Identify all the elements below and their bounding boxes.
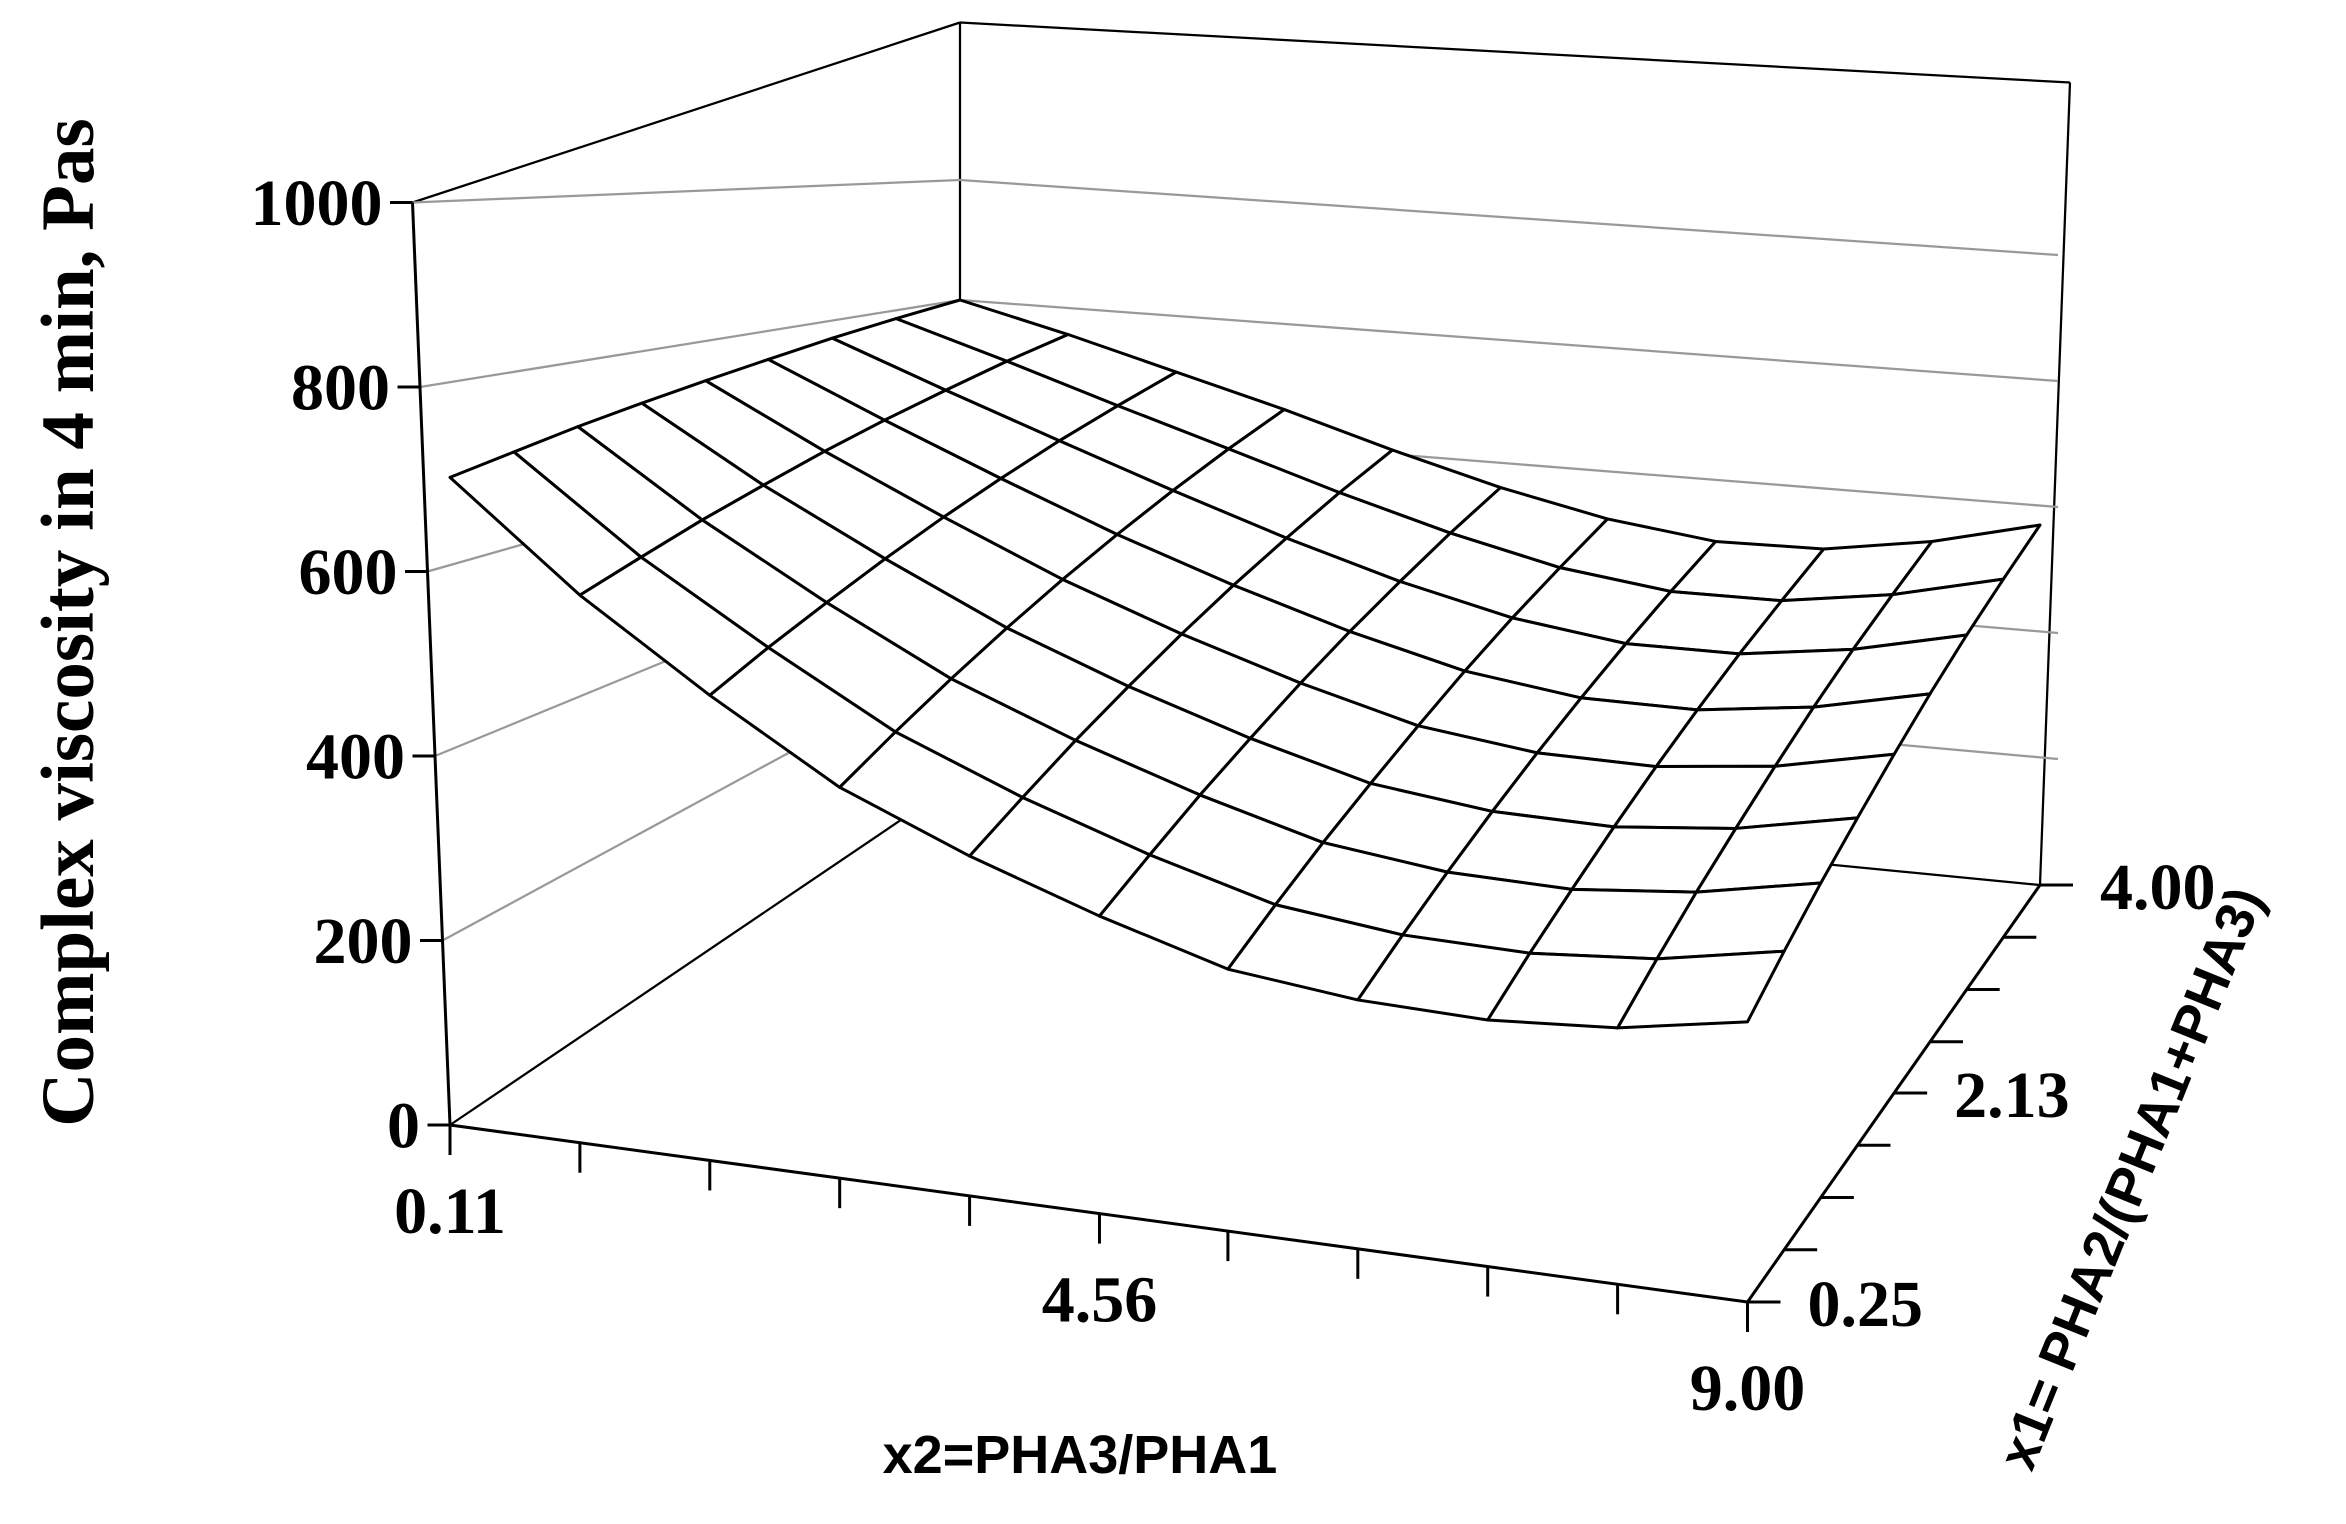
y-tick-label: 2.13 <box>1954 1059 2070 1132</box>
surface-cell <box>1616 949 1786 1030</box>
z-axis-title: Complex viscosity in 4 min, Pas <box>27 118 110 1126</box>
back-right-edge <box>2038 82 2072 886</box>
z-axis <box>411 202 452 1126</box>
y-tick-label: 4.00 <box>2100 851 2216 924</box>
z-tick-label: 0 <box>387 1090 420 1163</box>
left-top-edge <box>412 21 961 204</box>
y-axis-title: x1= PHA2/(PHA1+PHA3) <box>1987 879 2275 1477</box>
y-tick-label: 0.25 <box>1808 1268 1924 1341</box>
x-axis <box>449 1123 1748 1304</box>
z-tick-label: 400 <box>306 721 405 794</box>
grid-line <box>959 298 2059 383</box>
x-axis-title: x2=PHA3/PHA1 <box>883 1425 1278 1485</box>
grid-line <box>419 298 961 389</box>
grid-line <box>959 178 2059 257</box>
y-axis <box>1746 884 2042 1303</box>
floor-left-edge <box>449 779 961 1126</box>
z-tick-label: 800 <box>291 352 390 425</box>
z-tick-label: 1000 <box>251 167 383 240</box>
back-top-edge <box>959 21 2071 84</box>
x-tick-label: 0.11 <box>394 1175 506 1248</box>
x-tick-label: 4.56 <box>1042 1264 1158 1337</box>
grid-line <box>412 178 961 204</box>
x-tick-label: 9.00 <box>1690 1352 1806 1425</box>
z-tick-label: 200 <box>314 905 413 978</box>
z-tick-label: 600 <box>299 536 398 609</box>
